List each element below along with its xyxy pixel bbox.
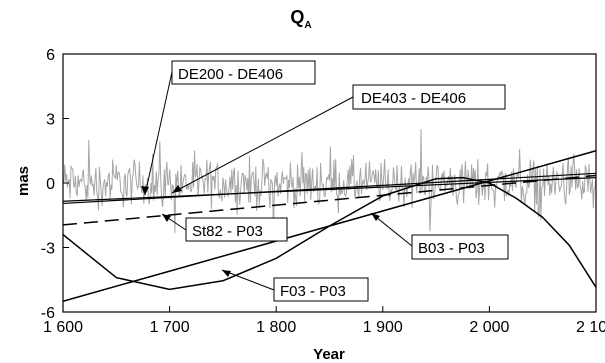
series-line-4 [62, 176, 597, 291]
y-tick-label: 0 [46, 176, 55, 193]
y-axis-label: mas [15, 166, 32, 196]
y-tick-label: -3 [41, 241, 55, 258]
annotation-b03-arrow [371, 213, 380, 221]
annotation-b03: B03 - P03 [370, 212, 509, 260]
annotation-de403-arrow [172, 185, 182, 193]
x-tick-label: 1 800 [256, 319, 296, 336]
series-line-1 [62, 177, 597, 202]
noise-line [62, 128, 597, 243]
x-tick-label: 2 000 [469, 319, 509, 336]
x-axis-label: Year [313, 346, 345, 363]
series-line-2 [62, 174, 597, 226]
annotation-de200-leader [144, 71, 173, 196]
x-tick-label: 1 600 [43, 319, 83, 336]
annotation-de403-box [352, 84, 506, 110]
annotation-f03-box [273, 277, 369, 302]
annotation-de200-text: DE200 - DE406 [178, 66, 283, 83]
annotation-b03-box [411, 234, 509, 260]
annotation-de200-arrow [141, 186, 149, 195]
chart-title: QA [290, 7, 311, 31]
annotation-st82-box [185, 217, 288, 242]
x-tick-label: 2 100 [576, 319, 605, 336]
annotation-f03-leader [221, 269, 275, 291]
annotation-st82: St82 - P03 [161, 213, 288, 242]
annotation-layer: DE200 - DE406 DE403 - DE406 St82 - P03 B… [141, 60, 509, 302]
annotation-f03-arrow [222, 270, 231, 277]
annotation-b03-text: B03 - P03 [418, 240, 485, 257]
annotation-st82-text: St82 - P03 [192, 223, 263, 240]
annotation-de200: DE200 - DE406 [141, 60, 316, 196]
annotation-de200-box [171, 60, 316, 85]
series-layer [62, 150, 597, 302]
tick-layer: 1 600 1 700 1 800 1 900 2 000 2 100 -6 -3 0 3 6 [41, 47, 605, 336]
x-tick-label: 1 900 [363, 319, 403, 336]
y-tick-label: 6 [46, 47, 55, 64]
series-line-0 [62, 172, 597, 205]
chart-title-main: Q [290, 7, 304, 27]
chart-title-subscript: A [304, 20, 311, 31]
x-tick-label: 1 700 [150, 319, 190, 336]
annotation-st82-arrow [162, 214, 171, 222]
y-tick-label: -6 [41, 305, 55, 322]
annotation-de403: DE403 - DE406 [171, 84, 506, 194]
annotation-de403-leader [171, 96, 354, 194]
plot-frame [62, 53, 597, 313]
annotation-f03: F03 - P03 [221, 269, 369, 302]
y-tick-label: 3 [46, 112, 55, 129]
annotation-f03-text: F03 - P03 [280, 283, 346, 300]
noise-series [62, 128, 597, 243]
annotation-de403-text: DE403 - DE406 [361, 90, 466, 107]
